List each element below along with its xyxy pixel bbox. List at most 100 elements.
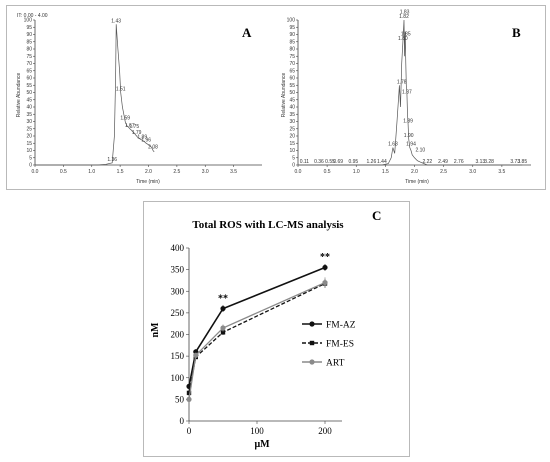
- legend-label: FM-AZ: [326, 321, 356, 331]
- peak-label: 3.13: [475, 159, 485, 165]
- y-tick-label: 60: [289, 76, 295, 82]
- peak-label: 3.73: [510, 159, 520, 165]
- y-tick-label: 0: [180, 416, 185, 426]
- y-tick-label: 100: [24, 18, 33, 24]
- peak-label: 1.94: [406, 142, 416, 148]
- y-tick-label: 350: [171, 265, 185, 275]
- significance-marker: **: [218, 293, 228, 304]
- peak-label: 0.95: [348, 159, 358, 165]
- x-tick-label: 0.0: [32, 169, 39, 175]
- y-tick-label: 50: [175, 394, 185, 404]
- peak-label: 2.08: [148, 145, 158, 151]
- x-tick-label: 0.0: [295, 169, 302, 175]
- y-tick-label: 45: [289, 97, 295, 103]
- peak-label: 1.96: [141, 137, 151, 143]
- peak-label: 0.69: [333, 159, 343, 165]
- peak-label: 1.82: [399, 14, 409, 20]
- panel-letter-b: B: [512, 25, 521, 40]
- data-point: [186, 390, 192, 396]
- panel-letter-c: C: [372, 208, 381, 223]
- x-tick-label: 0.5: [324, 169, 331, 175]
- peak-label: 2.49: [438, 159, 448, 165]
- data-point: [193, 352, 199, 358]
- peak-label: 2.10: [415, 147, 425, 153]
- peak-label: 0.36: [314, 159, 324, 165]
- y-axis-label: nM: [150, 322, 161, 338]
- peak-label: 1.79: [132, 130, 142, 136]
- peak-label: 1.26: [367, 159, 377, 165]
- chart-title: Total ROS with LC-MS analysis: [192, 219, 344, 231]
- data-point: [322, 264, 328, 271]
- chromatogram-a-xlabel: Time (min): [136, 179, 160, 185]
- y-tick-label: 250: [171, 308, 185, 318]
- peak-label: 1.51: [116, 87, 126, 93]
- y-tick-label: 85: [26, 39, 32, 45]
- series-line-art: [188, 282, 326, 400]
- chromatogram-b-ylabel: Relative Abundance: [281, 73, 287, 118]
- ros-line-chart: Total ROS with LC-MS analysis C nM μM 0 5…: [150, 208, 381, 450]
- peak-label: 1.89: [403, 118, 413, 124]
- peak-label: 2.22: [422, 159, 432, 165]
- x-tick-label: 2.0: [145, 169, 152, 175]
- peak-label: 1.80: [398, 36, 408, 42]
- y-tick-label: 70: [289, 61, 295, 67]
- y-tick-label: 200: [171, 330, 185, 340]
- peak-label: 3.85: [517, 159, 527, 165]
- y-tick-label: 95: [26, 25, 32, 31]
- y-tick-label: 20: [26, 134, 32, 140]
- y-tick-label: 50: [289, 90, 295, 96]
- peak-label: 0.11: [300, 159, 310, 165]
- y-tick-label: 25: [289, 126, 295, 132]
- series-line-fm-es: [188, 282, 326, 394]
- y-tick-label: 5: [292, 155, 295, 161]
- y-tick-label: 90: [26, 32, 32, 38]
- peak-label: 1.67: [125, 123, 135, 129]
- peak-label: 1.43: [111, 18, 121, 24]
- y-tick-label: 5: [29, 155, 32, 161]
- series-line-fm-az: [188, 266, 326, 387]
- significance-marker: **: [320, 252, 330, 263]
- data-point: [220, 325, 226, 331]
- peak-label: 1.78: [397, 79, 407, 85]
- x-tick-label: 3.0: [469, 169, 476, 175]
- y-tick-label: 80: [289, 47, 295, 53]
- legend-marker: [309, 359, 315, 365]
- chromatogram-b-xlabel: Time (min): [405, 179, 429, 185]
- y-tick-label: 40: [26, 105, 32, 111]
- y-tick-label: 15: [289, 141, 295, 147]
- x-axis-label: μM: [254, 439, 270, 450]
- y-tick-label: 100: [171, 373, 185, 383]
- peak-label: 1.44: [377, 159, 387, 165]
- peak-label: 1.63: [388, 142, 398, 148]
- y-tick-label: 100: [287, 18, 296, 24]
- y-tick-label: 35: [26, 112, 32, 118]
- data-point: [322, 280, 328, 286]
- ros-chart-panel: [143, 201, 410, 457]
- x-tick-label: 1.0: [353, 169, 360, 175]
- y-tick-label: 400: [171, 243, 185, 253]
- y-tick-label: 55: [289, 83, 295, 89]
- legend-marker: [309, 340, 315, 346]
- chromatogram-a-header: IT: 0.00 - 4.00: [17, 13, 48, 19]
- y-tick-label: 55: [26, 83, 32, 89]
- x-tick-label: 2.5: [173, 169, 180, 175]
- peak-label: 1.83: [400, 10, 410, 16]
- peak-label: 1.90: [404, 133, 414, 139]
- x-tick-label: 2.5: [440, 169, 447, 175]
- data-point: [220, 305, 226, 312]
- y-tick-label: 95: [289, 25, 295, 31]
- x-tick-label: 1.5: [117, 169, 124, 175]
- y-tick-label: 300: [171, 286, 185, 296]
- y-tick-label: 15: [26, 141, 32, 147]
- peak-label: 0.55: [325, 159, 335, 165]
- data-point: [186, 396, 192, 402]
- x-tick-label: 2.0: [411, 169, 418, 175]
- legend-label: ART: [326, 359, 345, 369]
- chromatogram-b: B Relative Abundance Time (min) 0 5101520…: [281, 10, 531, 185]
- x-tick-label: 0: [187, 426, 192, 436]
- y-tick-label: 45: [26, 97, 32, 103]
- y-tick-label: 65: [26, 68, 32, 74]
- legend: FM-AZ FM-ES ART: [302, 321, 356, 369]
- y-tick-label: 0: [29, 163, 32, 169]
